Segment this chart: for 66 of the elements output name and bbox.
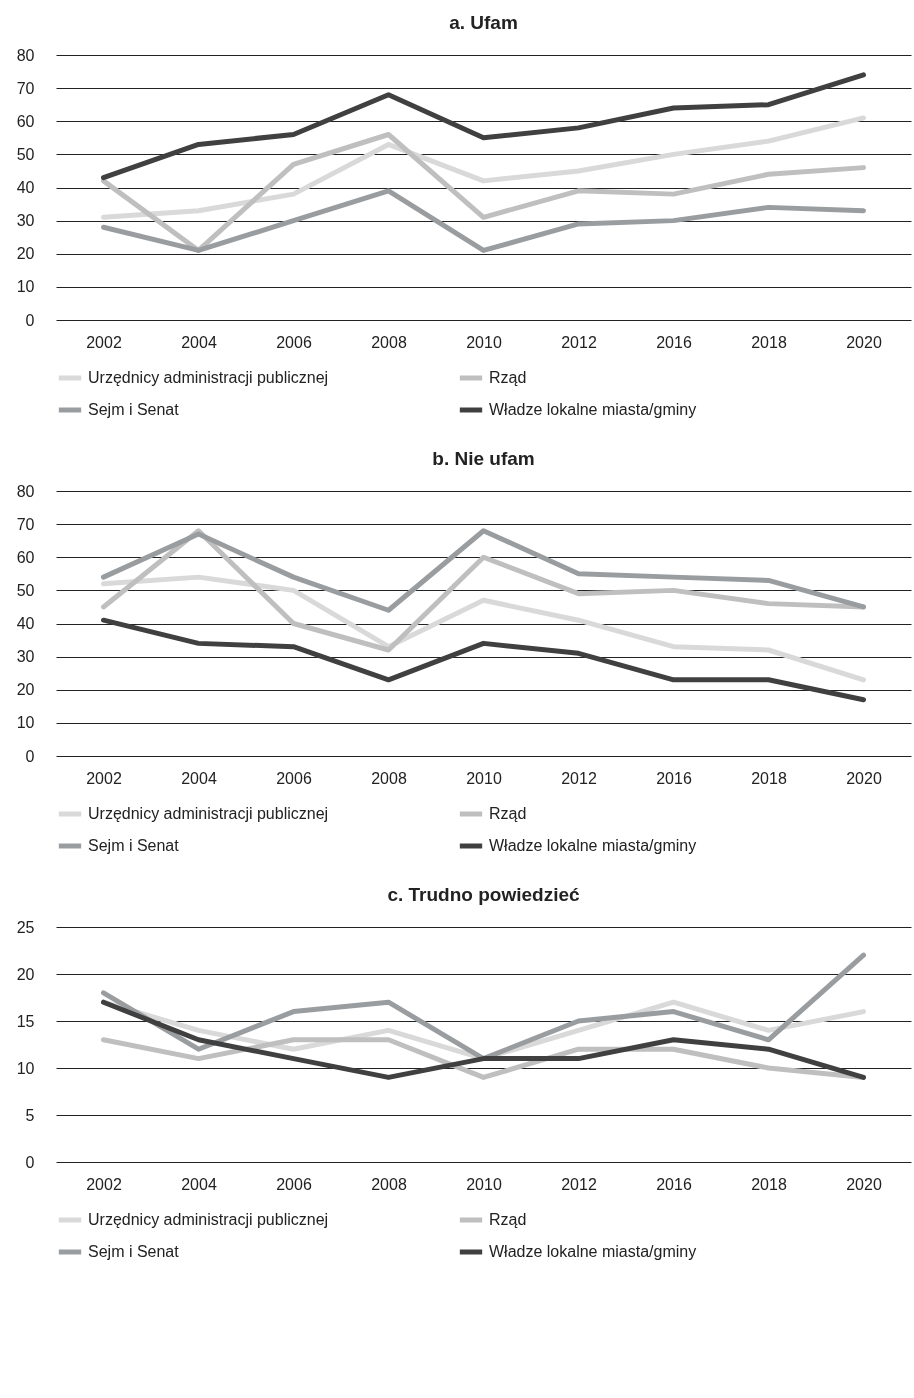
- x-tick-label: 2008: [371, 333, 407, 351]
- x-tick-label: 2016: [656, 1175, 692, 1193]
- y-tick-label: 60: [16, 548, 35, 566]
- x-tick-label: 2004: [181, 1175, 217, 1193]
- x-tick-label: 2010: [466, 333, 502, 351]
- x-tick-label: 2006: [276, 769, 312, 787]
- legend-label: Rząd: [489, 805, 527, 822]
- y-tick-label: 80: [16, 482, 35, 500]
- y-tick-label: 40: [16, 615, 35, 632]
- y-tick-label: 30: [16, 648, 35, 666]
- legend-label: Rząd: [489, 1211, 527, 1228]
- legend-label: Sejm i Senat: [88, 1243, 180, 1260]
- x-tick-label: 2008: [371, 769, 407, 787]
- x-tick-label: 2016: [656, 333, 692, 351]
- y-tick-label: 10: [16, 1059, 35, 1077]
- x-tick-label: 2012: [561, 769, 597, 787]
- legend-label: Rząd: [489, 369, 527, 386]
- legend-label: Władze lokalne miasta/gminy: [489, 401, 697, 418]
- y-tick-label: 20: [16, 965, 35, 983]
- legend-label: Urzędnicy administracji publicznej: [88, 805, 329, 822]
- legend-label: Sejm i Senat: [88, 837, 180, 854]
- legend-label: Urzędnicy administracji publicznej: [88, 1211, 329, 1228]
- y-tick-label: 80: [16, 46, 35, 64]
- chart-title: a. Ufam: [449, 12, 518, 33]
- x-tick-label: 2002: [86, 333, 122, 351]
- y-tick-label: 5: [25, 1106, 35, 1124]
- y-tick-label: 30: [16, 212, 35, 230]
- x-tick-label: 2020: [846, 769, 882, 787]
- x-tick-label: 2008: [371, 1175, 407, 1193]
- y-tick-label: 70: [16, 515, 35, 533]
- y-tick-label: 15: [16, 1012, 35, 1030]
- y-tick-label: 50: [16, 145, 35, 163]
- legend-label: Władze lokalne miasta/gminy: [489, 837, 697, 854]
- y-tick-label: 20: [16, 245, 35, 263]
- y-tick-label: 10: [16, 278, 35, 296]
- x-tick-label: 2006: [276, 1175, 312, 1193]
- x-tick-label: 2012: [561, 1175, 597, 1193]
- y-tick-label: 10: [16, 714, 35, 732]
- y-tick-label: 0: [25, 747, 35, 765]
- y-tick-label: 40: [16, 179, 35, 196]
- x-tick-label: 2012: [561, 333, 597, 351]
- x-tick-label: 2002: [86, 1175, 122, 1193]
- x-tick-label: 2002: [86, 769, 122, 787]
- x-tick-label: 2020: [846, 1175, 882, 1193]
- y-tick-label: 0: [25, 311, 35, 329]
- x-tick-label: 2004: [181, 769, 217, 787]
- y-tick-label: 70: [16, 79, 35, 97]
- y-tick-label: 50: [16, 581, 35, 599]
- x-tick-label: 2018: [751, 769, 787, 787]
- y-tick-label: 20: [16, 681, 35, 699]
- x-tick-label: 2006: [276, 333, 312, 351]
- x-tick-label: 2010: [466, 1175, 502, 1193]
- x-tick-label: 2004: [181, 333, 217, 351]
- x-tick-label: 2020: [846, 333, 882, 351]
- x-tick-label: 2018: [751, 333, 787, 351]
- y-tick-label: 60: [16, 112, 35, 130]
- x-tick-label: 2016: [656, 769, 692, 787]
- y-tick-label: 25: [16, 918, 35, 936]
- legend-label: Władze lokalne miasta/gminy: [489, 1243, 697, 1260]
- chart-title: b. Nie ufam: [432, 448, 535, 469]
- x-tick-label: 2010: [466, 769, 502, 787]
- chart-title: c. Trudno powiedzieć: [387, 884, 580, 905]
- x-tick-label: 2018: [751, 1175, 787, 1193]
- legend-label: Urzędnicy administracji publicznej: [88, 369, 329, 386]
- legend-label: Sejm i Senat: [88, 401, 180, 418]
- y-tick-label: 0: [25, 1153, 35, 1171]
